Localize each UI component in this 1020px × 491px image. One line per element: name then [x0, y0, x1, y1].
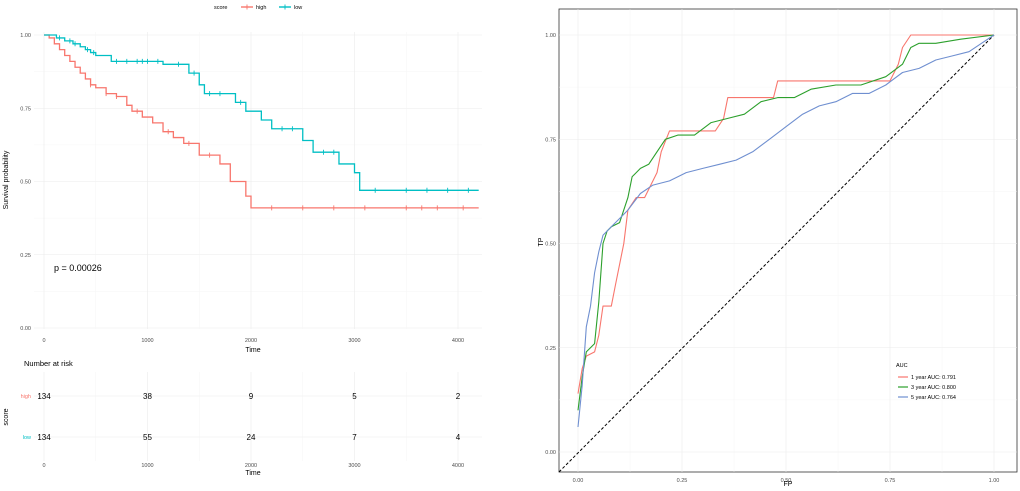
km-x-tick-label: 3000: [348, 338, 360, 344]
roc-y-tick-label: 0.25: [545, 346, 556, 352]
km-legend-label-high: high: [256, 5, 266, 11]
roc-y-tick-label: 1.00: [545, 33, 556, 39]
risk-x-tick-label: 1000: [141, 463, 153, 469]
risk-row-label-high: high: [21, 394, 31, 400]
km-panel-background: [34, 32, 482, 329]
roc-legend-label: 5 year AUC: 0.764: [911, 395, 956, 401]
km-x-axis-title: Time: [245, 347, 260, 354]
roc-panel-border: [558, 8, 1018, 473]
km-curve-high: [44, 34, 479, 209]
km-y-tick-label: 1.00: [20, 33, 31, 39]
risk-x-tick-label: 2000: [245, 463, 257, 469]
roc-y-tick-label: 0.75: [545, 137, 556, 143]
risk-count-low: 7: [352, 433, 357, 442]
km-x-tick-label: 0: [42, 338, 45, 344]
roc-legend: AUC 1 year AUC: 0.791 3 year AUC: 0.800 5 …: [896, 363, 956, 401]
km-x-tick-label: 4000: [452, 338, 464, 344]
roc-x-tick-label: 0.50: [781, 478, 792, 484]
roc-x-axis-title: FP: [784, 481, 793, 488]
risk-table-area: high 134 38 9 5 2 low 134 55 24 7 4 0 1000 2000 3000 400…: [21, 372, 482, 469]
roc-legend-label: 3 year AUC: 0.800: [911, 385, 956, 391]
km-y-tick-label: 0.00: [20, 326, 31, 332]
km-x-tick-label: 1000: [141, 338, 153, 344]
risk-table-y-axis-title: score: [3, 408, 10, 425]
roc-x-tick-label: 0.25: [677, 478, 688, 484]
risk-count-high: 38: [143, 392, 152, 401]
roc-y-axis-title: TP: [538, 237, 545, 246]
km-x-tick-label: 2000: [245, 338, 257, 344]
roc-x-tick-label: 0.75: [885, 478, 896, 484]
risk-count-low: 55: [143, 433, 152, 442]
roc-plot-area: 0.00 0.25 0.50 0.75 1.00 0.00 0.25 0.50 0.75 1.00: [545, 8, 1018, 484]
roc-curve-5-year: [577, 34, 995, 428]
roc-curve-1-year: [577, 34, 994, 394]
km-y-tick-label: 0.75: [20, 106, 31, 112]
roc-legend-entries: 1 year AUC: 0.791 3 year AUC: 0.800 5 year…: [898, 375, 956, 401]
km-y-axis-title: Survival probability: [3, 150, 10, 209]
roc-y-tick-label: 0.00: [545, 450, 556, 456]
risk-count-high: 2: [456, 392, 461, 401]
km-legend: score high low: [214, 4, 302, 11]
risk-count-high: 9: [249, 392, 254, 401]
risk-x-tick-label: 4000: [452, 463, 464, 469]
risk-table-title: Number at risk: [24, 359, 73, 368]
risk-count-low: 4: [456, 433, 461, 442]
km-legend-title: score: [214, 5, 227, 11]
risk-count-high: 134: [37, 392, 51, 401]
km-y-tick-label: 0.50: [20, 180, 31, 186]
roc-y-tick-label: 0.50: [545, 242, 556, 248]
km-curve-low: [44, 34, 479, 191]
roc-x-tick-label: 0.00: [573, 478, 584, 484]
risk-x-tick-label: 3000: [348, 463, 360, 469]
roc-x-tick-label: 1.00: [989, 478, 1000, 484]
km-legend-entries: high low: [241, 4, 302, 11]
risk-count-high: 5: [352, 392, 357, 401]
risk-row-label-low: low: [23, 435, 31, 441]
roc-curve-3-year: [577, 34, 995, 411]
km-legend-label-low: low: [294, 5, 302, 11]
p-value-annotation: p = 0.00026: [54, 263, 102, 273]
risk-table-background: [34, 372, 482, 461]
risk-x-tick-label: 0: [42, 463, 45, 469]
roc-legend-title: AUC: [896, 363, 908, 369]
risk-count-low: 24: [247, 433, 256, 442]
risk-table-x-axis-title: Time: [245, 470, 260, 477]
roc-diagonal-reference: [558, 34, 995, 473]
km-plot-area: 0.00 0.25 0.50 0.75 1.00 0 1000 2000 3000 4000: [20, 32, 482, 344]
risk-count-low: 134: [37, 433, 51, 442]
roc-legend-label: 1 year AUC: 0.791: [911, 375, 956, 381]
km-y-tick-label: 0.25: [20, 253, 31, 259]
